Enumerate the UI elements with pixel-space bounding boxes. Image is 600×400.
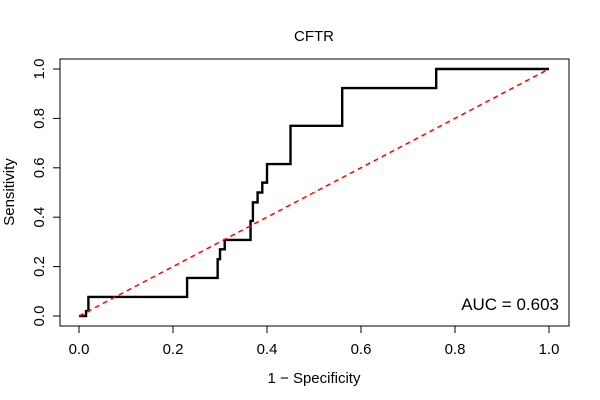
y-tick-label: 0.4 <box>31 207 48 228</box>
y-tick-label: 1.0 <box>31 59 48 80</box>
x-tick-label: 0.2 <box>163 341 184 358</box>
series-layer <box>78 67 550 318</box>
y-axis-label: Sensitivity <box>1 158 18 226</box>
x-axis-label: 1 − Specificity <box>268 370 361 387</box>
x-axis: 0.0 0.2 0.4 0.6 0.8 1.0 <box>69 325 560 358</box>
roc-curve <box>79 67 549 318</box>
y-axis: 0.0 0.2 0.4 0.6 0.8 1.0 <box>31 59 61 327</box>
x-tick-label: 1.0 <box>539 341 560 358</box>
chart-title: CFTR <box>294 28 334 45</box>
y-tick-label: 0.0 <box>31 306 48 327</box>
y-tick-label: 0.2 <box>31 256 48 277</box>
chance-line <box>78 68 550 317</box>
x-tick-label: 0.8 <box>445 341 466 358</box>
x-tick-label: 0.6 <box>351 341 372 358</box>
x-tick-label: 0.0 <box>69 341 90 358</box>
y-tick-label: 0.8 <box>31 108 48 129</box>
x-tick-label: 0.4 <box>257 341 278 358</box>
auc-annotation: AUC = 0.603 <box>461 295 559 314</box>
y-tick-label: 0.6 <box>31 157 48 178</box>
